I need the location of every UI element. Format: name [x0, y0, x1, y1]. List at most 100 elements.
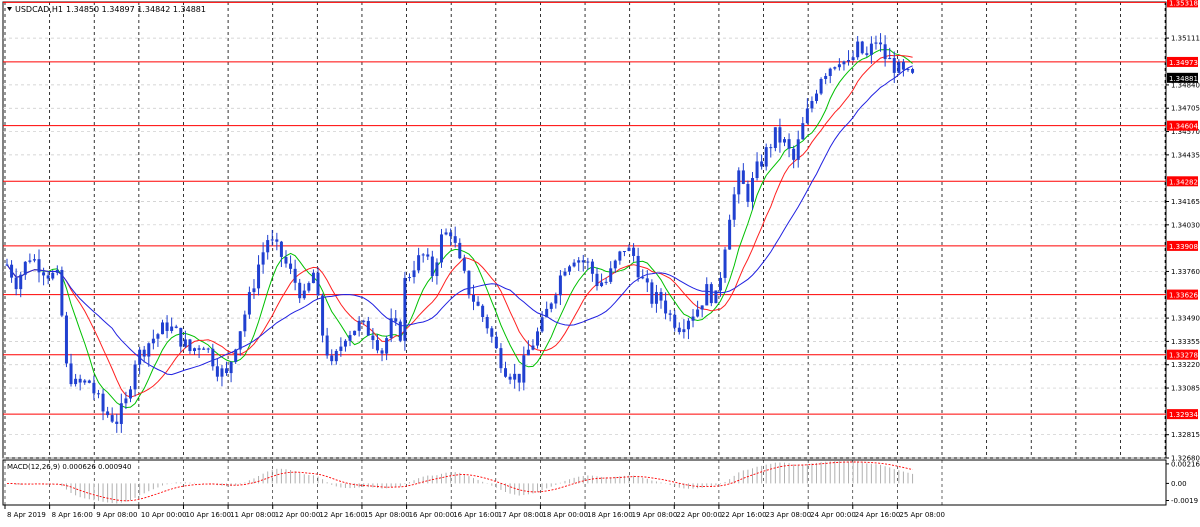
candle: [673, 310, 677, 332]
macd-y-tick-label: 0.00: [1171, 480, 1187, 488]
candle: [348, 330, 352, 347]
candle: [389, 308, 393, 343]
candle: [284, 250, 288, 268]
candle: [458, 238, 462, 260]
candle: [238, 330, 242, 356]
candle: [865, 46, 869, 57]
candle: [467, 270, 471, 299]
svg-text:1.34973: 1.34973: [1169, 59, 1198, 67]
candle: [856, 36, 860, 60]
candle: [298, 278, 302, 304]
candle: [536, 327, 540, 349]
y-tick-label: 1.32815: [1171, 431, 1200, 439]
candle: [311, 269, 315, 284]
candle: [19, 271, 23, 298]
candle: [549, 302, 553, 313]
candle: [531, 339, 535, 351]
candle: [252, 279, 256, 299]
candle: [879, 33, 883, 52]
candle: [426, 248, 430, 261]
candle: [728, 214, 732, 250]
candle: [302, 283, 306, 300]
candle: [874, 35, 878, 50]
candle: [837, 58, 841, 71]
candle: [815, 89, 819, 104]
candle: [668, 309, 672, 322]
candle: [74, 373, 78, 387]
candle: [92, 375, 96, 401]
candle: [321, 293, 325, 343]
candle: [138, 346, 142, 375]
candle: [462, 254, 466, 274]
candle: [156, 332, 160, 347]
candle: [581, 254, 585, 272]
candle: [892, 51, 896, 84]
y-tick-label: 1.34570: [1171, 128, 1200, 136]
candle: [682, 319, 686, 339]
candle: [375, 334, 379, 354]
candle: [860, 40, 864, 55]
candle: [5, 258, 9, 266]
candle: [499, 343, 503, 373]
candle: [513, 363, 517, 389]
level-price-tag: 1.34282: [1167, 176, 1198, 187]
candle: [801, 116, 805, 140]
candle: [869, 36, 873, 64]
candle: [577, 257, 581, 272]
candle: [824, 73, 828, 85]
candle: [453, 226, 457, 248]
ohlc-header: 1.34850 1.34897 1.34842 1.34881: [66, 5, 206, 14]
candle: [595, 267, 599, 291]
candle: [60, 266, 64, 318]
candle: [604, 277, 608, 285]
level-price-tag: 1.33908: [1167, 240, 1198, 251]
dropdown-triangle-icon[interactable]: [7, 7, 12, 11]
candle: [783, 136, 786, 147]
candle: [78, 374, 82, 391]
candle: [128, 386, 132, 403]
candle: [627, 244, 631, 252]
candle: [197, 345, 201, 359]
candle: [279, 240, 283, 268]
candle: [87, 379, 91, 384]
candle: [366, 316, 370, 336]
candle: [773, 127, 777, 152]
candle: [700, 305, 704, 318]
svg-text:1.33626: 1.33626: [1169, 292, 1198, 300]
candle: [229, 361, 233, 383]
candle: [407, 273, 411, 282]
candle: [746, 180, 750, 208]
price-panel-frame: [2, 1, 1167, 459]
candle: [257, 255, 261, 296]
y-tick-label: 1.34435: [1171, 151, 1200, 159]
candle: [220, 364, 224, 387]
candle: [645, 270, 649, 293]
x-tick-label: 12 Apr 00:00: [275, 511, 321, 519]
candle: [247, 286, 251, 319]
macd-y-tick-label: -0.0019: [1171, 497, 1198, 505]
candle: [83, 379, 87, 385]
candle: [828, 67, 832, 84]
candle: [106, 406, 110, 418]
y-tick-label: 1.33355: [1171, 338, 1200, 346]
candle: [51, 269, 55, 281]
macd-panel-frame: [2, 459, 1167, 506]
candle: [316, 267, 320, 296]
candle: [147, 342, 151, 367]
candle: [572, 259, 576, 268]
candle: [124, 391, 128, 410]
candle: [14, 268, 18, 296]
x-tick-label: 18 Apr 00:00: [542, 511, 588, 519]
candle: [911, 67, 915, 75]
candle: [847, 50, 851, 66]
x-tick-label: 24 Apr 16:00: [855, 511, 901, 519]
candle: [165, 315, 169, 339]
candle: [522, 346, 526, 391]
y-tick-label: 1.35111: [1171, 35, 1200, 43]
candle: [741, 163, 745, 185]
candle: [362, 319, 366, 326]
svg-text:1.34282: 1.34282: [1169, 178, 1198, 186]
candle: [526, 340, 530, 356]
